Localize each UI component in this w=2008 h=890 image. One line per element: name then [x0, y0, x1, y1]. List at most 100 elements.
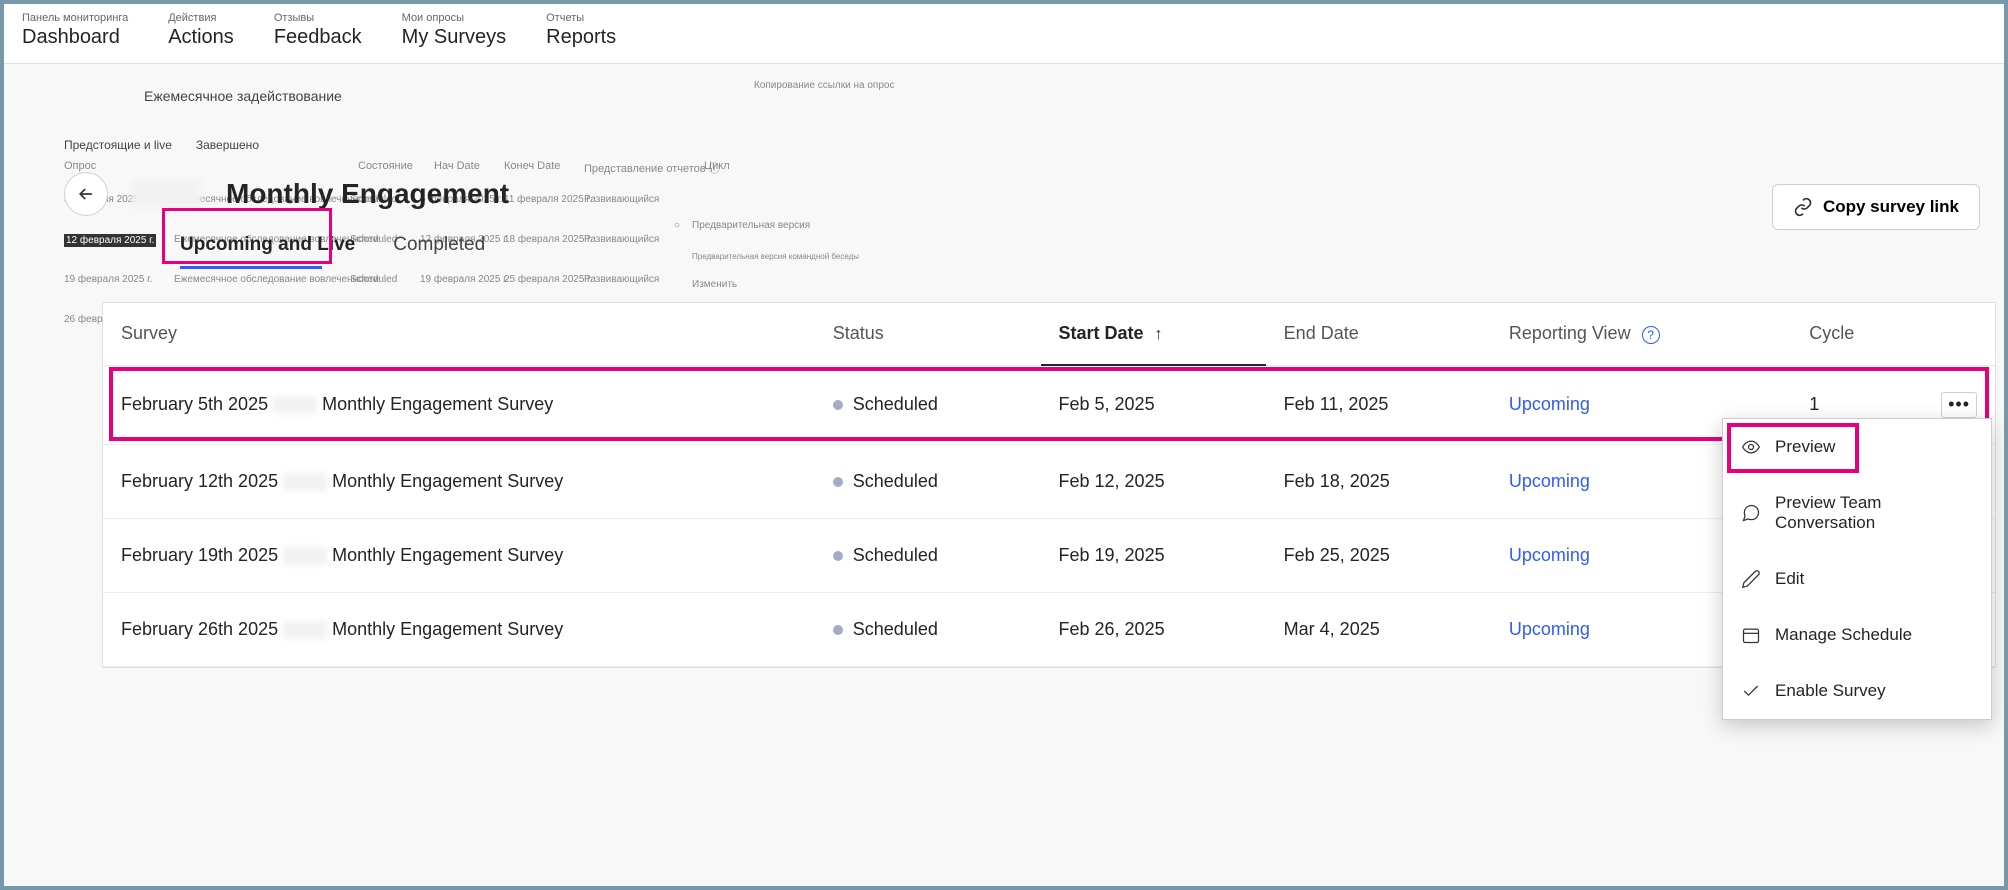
nav-dashboard[interactable]: Панель мониторинга Dashboard: [22, 12, 128, 49]
col-survey[interactable]: Survey: [103, 303, 815, 365]
ghost-r2-b: 25 февраля 2025 г.: [504, 274, 592, 285]
tabs-ru: Предстоящие и live Завершено: [64, 138, 1944, 152]
table-row[interactable]: February 26th 2025 Monthly Engagement Su…: [103, 592, 1995, 666]
help-icon[interactable]: ?: [1642, 326, 1660, 344]
redacted-prefix: [132, 180, 202, 208]
nav-reports-en: Reports: [546, 26, 616, 49]
ghost-r2-s: Scheduled: [350, 274, 397, 285]
link-icon: [1793, 197, 1813, 217]
reporting-link[interactable]: Upcoming: [1509, 394, 1590, 414]
status-text: Scheduled: [853, 394, 938, 414]
copy-survey-link-button[interactable]: Copy survey link: [1772, 184, 1980, 230]
col-cycle[interactable]: Cycle: [1791, 303, 1923, 365]
nav-reports[interactable]: Отчеты Reports: [546, 12, 616, 49]
tab-underline: [180, 266, 322, 269]
col-start-date[interactable]: Start Date ↑: [1041, 303, 1266, 365]
cell-start: Feb 19, 2025: [1041, 518, 1266, 592]
title-row: Monthly Engagement: [64, 172, 1944, 216]
survey-name: Monthly Engagement Survey: [332, 619, 563, 639]
chat-icon: [1741, 503, 1761, 523]
tab-upcoming-live[interactable]: Upcoming and Live: [180, 226, 355, 264]
content: Ежемесячное задействование Предстоящие и…: [4, 64, 2004, 668]
col-status[interactable]: Status: [815, 303, 1041, 365]
cell-start: Feb 5, 2025: [1041, 365, 1266, 444]
check-icon: [1741, 681, 1761, 701]
reporting-link[interactable]: Upcoming: [1509, 545, 1590, 565]
nav-actions[interactable]: Действия Actions: [168, 12, 234, 49]
col-reporting-label: Reporting View: [1509, 323, 1631, 343]
app-frame: Копирование ссылки на опрос Опрос Состоя…: [0, 0, 2008, 890]
nav-feedback-en: Feedback: [274, 26, 362, 49]
status-text: Scheduled: [853, 471, 938, 491]
ctx-manage-schedule[interactable]: Manage Schedule: [1723, 607, 1991, 663]
cell-survey: February 19th 2025 Monthly Engagement Su…: [103, 518, 815, 592]
arrow-left-icon: [76, 184, 96, 204]
survey-name: Monthly Engagement Survey: [332, 471, 563, 491]
reporting-link[interactable]: Upcoming: [1509, 471, 1590, 491]
ctx-preview-team[interactable]: Preview Team Conversation: [1723, 475, 1991, 551]
col-actions: [1923, 303, 1995, 365]
table-row[interactable]: February 12th 2025 Monthly Engagement Su…: [103, 444, 1995, 518]
ghost-r2-d: 19 февраля 2025 г.: [64, 274, 152, 285]
nav-mysurveys[interactable]: Мои опросы My Surveys: [402, 12, 506, 49]
tab-ru-completed: Завершено: [196, 138, 259, 152]
nav-dashboard-en: Dashboard: [22, 26, 128, 49]
survey-date: February 5th 2025: [121, 394, 268, 414]
table-row[interactable]: February 5th 2025 Monthly Engagement Sur…: [103, 365, 1995, 444]
cell-end: Feb 11, 2025: [1266, 365, 1491, 444]
ghost-r2-r: Развивающийся: [584, 274, 659, 285]
ctx-preview[interactable]: Preview: [1723, 419, 1991, 475]
status-dot-icon: [833, 477, 843, 487]
back-button[interactable]: [64, 172, 108, 216]
nav-mysurveys-en: My Surveys: [402, 26, 506, 49]
cell-end: Mar 4, 2025: [1266, 592, 1491, 666]
ctx-manage-label: Manage Schedule: [1775, 625, 1912, 645]
sort-asc-icon: ↑: [1155, 326, 1163, 343]
redacted: [273, 396, 317, 414]
calendar-icon: [1741, 625, 1761, 645]
nav-feedback[interactable]: Отзывы Feedback: [274, 12, 362, 49]
page-title: Monthly Engagement: [226, 178, 509, 210]
ctx-edit-label: Edit: [1775, 569, 1804, 589]
ctx-enable-label: Enable Survey: [1775, 681, 1886, 701]
cell-survey: February 12th 2025 Monthly Engagement Su…: [103, 444, 815, 518]
eye-icon: [1741, 437, 1761, 457]
status-text: Scheduled: [853, 545, 938, 565]
nav-feedback-ru: Отзывы: [274, 12, 314, 24]
cell-survey: February 5th 2025 Monthly Engagement Sur…: [103, 365, 815, 444]
ghost-r2-n: Ежемесячное обследование вовлеченности: [174, 274, 379, 285]
table-row[interactable]: February 19th 2025 Monthly Engagement Su…: [103, 518, 1995, 592]
pencil-icon: [1741, 569, 1761, 589]
tab-completed[interactable]: Completed: [393, 226, 485, 264]
cell-status: Scheduled: [815, 518, 1041, 592]
ctx-enable-survey[interactable]: Enable Survey: [1723, 663, 1991, 719]
col-end-date[interactable]: End Date: [1266, 303, 1491, 365]
more-button[interactable]: •••: [1941, 392, 1977, 418]
tab-ru-upcoming: Предстоящие и live: [64, 138, 172, 152]
cell-end: Feb 25, 2025: [1266, 518, 1491, 592]
ctx-edit[interactable]: Edit: [1723, 551, 1991, 607]
survey-name: Monthly Engagement Survey: [322, 394, 553, 414]
col-start-date-label: Start Date: [1059, 323, 1144, 343]
reporting-link[interactable]: Upcoming: [1509, 619, 1590, 639]
nav-reports-ru: Отчеты: [546, 12, 584, 24]
cell-start: Feb 26, 2025: [1041, 592, 1266, 666]
cell-survey: February 26th 2025 Monthly Engagement Su…: [103, 592, 815, 666]
top-nav: Панель мониторинга Dashboard Действия Ac…: [4, 4, 2004, 64]
survey-date: February 19th 2025: [121, 545, 278, 565]
cell-end: Feb 18, 2025: [1266, 444, 1491, 518]
tabs: Upcoming and Live Completed: [64, 226, 1944, 264]
redacted: [283, 547, 327, 565]
survey-table: Survey Status Start Date ↑ End Date Repo…: [102, 302, 1996, 668]
cell-status: Scheduled: [815, 444, 1041, 518]
nav-dashboard-ru: Панель мониторинга: [22, 12, 128, 24]
status-text: Scheduled: [853, 619, 938, 639]
col-reporting-view[interactable]: Reporting View ?: [1491, 303, 1791, 365]
status-dot-icon: [833, 625, 843, 635]
ctx-preview-team-label: Preview Team Conversation: [1775, 493, 1973, 533]
context-menu: Preview Preview Team Conversation Edit M…: [1722, 418, 1992, 720]
redacted: [283, 621, 327, 639]
survey-name: Monthly Engagement Survey: [332, 545, 563, 565]
cell-status: Scheduled: [815, 365, 1041, 444]
nav-actions-ru: Действия: [168, 12, 216, 24]
